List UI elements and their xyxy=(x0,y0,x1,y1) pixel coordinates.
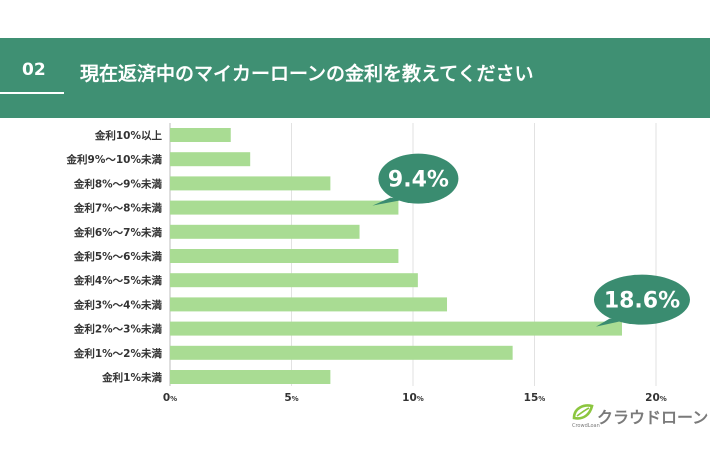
crowdloan-leaf-icon xyxy=(572,404,594,420)
category-label: 金利5%〜6%未満 xyxy=(73,250,163,263)
category-label: 金利9%〜10%未満 xyxy=(66,153,163,166)
category-label: 金利2%〜3%未満 xyxy=(73,323,163,336)
x-tick-label: 15% xyxy=(524,392,546,404)
x-tick-label: 10% xyxy=(402,392,424,404)
section-number: 02 xyxy=(22,60,46,80)
page-title: 現在返済中のマイカーローンの金利を教えてください xyxy=(80,63,534,85)
callout-bubble: 9.4% xyxy=(372,153,459,206)
logo-subtext: CrowdLoan xyxy=(572,423,600,429)
callout-bubbles: 9.4% 18.6% xyxy=(372,153,690,327)
bars xyxy=(170,128,622,384)
section-number-underline xyxy=(0,92,64,94)
category-label: 金利4%〜5%未満 xyxy=(73,274,163,287)
category-labels: 金利10%以上金利9%〜10%未満金利8%〜9%未満金利7%〜8%未満金利6%〜… xyxy=(66,129,163,384)
category-label: 金利8%〜9%未満 xyxy=(73,177,163,190)
x-tick-label: 5% xyxy=(284,392,298,404)
bar xyxy=(170,345,513,360)
bar xyxy=(170,249,399,263)
category-label: 金利10%以上 xyxy=(94,129,163,142)
bar xyxy=(170,297,448,312)
crowdloan-logo: クラウドローン CrowdLoan xyxy=(571,402,708,432)
bar xyxy=(170,370,331,384)
category-label: 金利7%〜8%未満 xyxy=(73,202,163,215)
category-label: 金利6%〜7%未満 xyxy=(73,226,163,239)
logo-text: クラウドローン xyxy=(597,408,709,427)
x-tick-labels: 0% 5% 10% 15% 20% xyxy=(163,392,667,404)
bar xyxy=(170,152,251,167)
bar xyxy=(170,200,399,215)
header-banner: 02 現在返済中のマイカーローンの金利を教えてください xyxy=(0,38,710,118)
bar xyxy=(170,224,360,239)
bar xyxy=(170,321,622,336)
bar xyxy=(170,273,418,288)
bar xyxy=(170,176,331,191)
category-label: 金利1%〜2%未満 xyxy=(73,347,163,360)
callout-label: 9.4% xyxy=(388,168,449,193)
callout-label: 18.6% xyxy=(604,289,680,314)
category-label: 金利1%未満 xyxy=(101,371,162,384)
bar xyxy=(170,128,231,142)
category-label: 金利3%〜4%未満 xyxy=(73,298,163,311)
callout-bubble: 18.6% xyxy=(593,274,690,327)
x-tick-label: 20% xyxy=(645,392,667,404)
x-tick-label: 0% xyxy=(163,392,177,404)
